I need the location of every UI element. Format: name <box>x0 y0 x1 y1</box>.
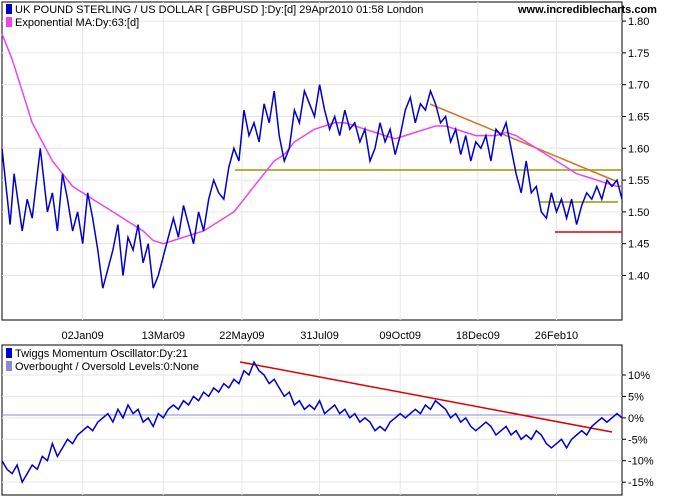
price-y-tick-label: 1.55 <box>628 175 649 187</box>
legend-swatch-levels <box>6 361 12 371</box>
site-url: www.incrediblecharts.com <box>517 4 657 16</box>
legend-ema-label: Exponential MA:Dy:63:[d] <box>15 17 139 29</box>
price-y-tick-label: 1.80 <box>628 16 649 28</box>
price-x-tick-label: 13Mar09 <box>142 330 185 342</box>
oscillator-y-tick-label: -5% <box>628 434 648 446</box>
oscillator-y-axis: -15% -10% -5% 0% 5% 10% <box>2 345 654 495</box>
price-y-tick-label: 1.70 <box>628 80 649 92</box>
price-y-tick-label: 1.65 <box>628 111 649 123</box>
oscillator-y-tick-label: -10% <box>628 456 654 468</box>
price-plot-frame <box>1 1 623 321</box>
oscillator-panel: -15% -10% -5% 0% 5% 10% Twiggs Momentum Oscil… <box>1 344 654 496</box>
legend-swatch-ema <box>6 17 12 27</box>
price-y-tick-label: 1.60 <box>628 143 649 155</box>
price-x-tick-label: 18Dec09 <box>456 330 500 342</box>
ema-series-line <box>1 33 622 245</box>
price-x-tick-label: 22May09 <box>219 330 264 342</box>
price-panel: 1.40 1.45 1.50 1.55 1.60 1.65 1.70 1.75 1.80 02J… <box>1 1 657 342</box>
price-x-tick-label: 31Jul09 <box>300 330 339 342</box>
downtrend-line <box>429 103 619 183</box>
legend-swatch-oscillator <box>6 348 12 358</box>
legend-price-label: UK POUND STERLING / US DOLLAR [ GBPUSD ]… <box>15 4 423 16</box>
price-y-tick-label: 1.45 <box>628 239 649 251</box>
oscillator-y-tick-label: 10% <box>628 370 650 382</box>
oscillator-series-line <box>1 360 623 484</box>
price-y-tick-label: 1.50 <box>628 207 649 219</box>
oscillator-plot-frame <box>1 344 623 496</box>
legend-oscillator-label: Twiggs Momentum Oscillator:Dy:21 <box>15 348 188 360</box>
price-x-tick-label: 26Feb10 <box>535 330 578 342</box>
momentum-trend-line <box>239 361 613 433</box>
price-x-tick-label: 09Oct09 <box>379 330 421 342</box>
price-y-tick-label: 1.75 <box>628 48 649 60</box>
oscillator-y-tick-label: 5% <box>628 391 644 403</box>
oscillator-y-tick-label: -15% <box>628 477 654 489</box>
legend-levels-label: Overbought / Oversold Levels:0:None <box>15 361 199 373</box>
price-series-line <box>1 84 623 289</box>
oscillator-y-tick-label: 0% <box>628 413 644 425</box>
price-y-tick-label: 1.40 <box>628 270 649 282</box>
price-y-axis: 1.40 1.45 1.50 1.55 1.60 1.65 1.70 1.75 1.80 <box>2 16 649 282</box>
price-x-tick-label: 02Jan09 <box>62 330 104 342</box>
legend-swatch-price <box>6 4 12 14</box>
